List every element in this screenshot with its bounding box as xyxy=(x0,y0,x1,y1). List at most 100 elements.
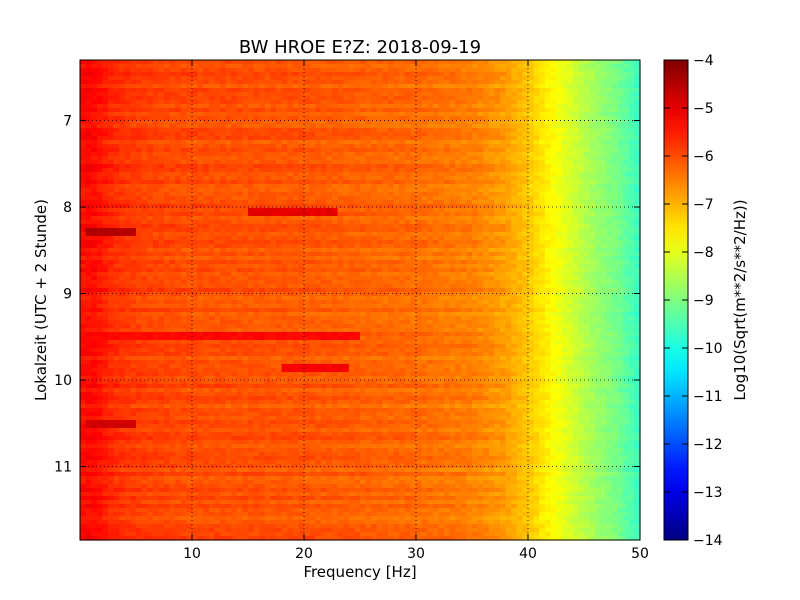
heatmap-cell xyxy=(617,60,624,65)
heatmap-cell xyxy=(287,84,294,89)
heatmap-cell xyxy=(136,172,143,177)
heatmap-cell xyxy=(332,80,339,85)
heatmap-cell xyxy=(253,100,260,105)
heatmap-cell xyxy=(214,112,221,117)
heatmap-cell xyxy=(298,100,305,105)
heatmap-cell xyxy=(606,128,613,133)
heatmap-cell xyxy=(281,76,288,81)
heatmap-cell xyxy=(259,192,266,197)
heatmap-cell xyxy=(522,116,529,121)
heatmap-cell xyxy=(298,92,305,97)
heatmap-cell xyxy=(141,144,148,149)
heatmap-cell xyxy=(281,128,288,133)
heatmap-cell xyxy=(382,204,389,209)
heatmap-cell xyxy=(578,172,585,177)
heatmap-cell xyxy=(152,204,159,209)
heatmap-cell xyxy=(343,176,350,181)
heatmap-cell xyxy=(186,156,193,161)
heatmap-cell xyxy=(80,252,87,257)
heatmap-cell xyxy=(477,132,484,137)
heatmap-cell xyxy=(488,180,495,185)
heatmap-cell xyxy=(539,132,546,137)
heatmap-cell xyxy=(85,180,92,185)
heatmap-cell xyxy=(197,212,204,217)
heatmap-cell xyxy=(410,168,417,173)
heatmap-cell xyxy=(567,184,574,189)
heatmap-cell xyxy=(460,220,467,225)
heatmap-cell xyxy=(270,152,277,157)
heatmap-cell xyxy=(80,248,87,253)
heatmap-cell xyxy=(124,208,131,213)
heatmap-cell xyxy=(455,96,462,101)
heatmap-cell xyxy=(236,236,243,241)
heatmap-cell xyxy=(197,128,204,133)
heatmap-cell xyxy=(169,196,176,201)
heatmap-cell xyxy=(197,192,204,197)
heatmap-cell xyxy=(158,212,165,217)
heatmap-cell xyxy=(567,96,574,101)
heatmap-cell xyxy=(595,144,602,149)
heatmap-cell xyxy=(354,108,361,113)
heatmap-cell xyxy=(124,248,131,253)
heatmap-cell xyxy=(376,228,383,233)
heatmap-cell xyxy=(578,116,585,121)
heatmap-cell xyxy=(455,60,462,65)
heatmap-cell xyxy=(259,212,266,217)
heatmap-cell xyxy=(449,156,456,161)
heatmap-cell xyxy=(270,68,277,73)
heatmap-cell xyxy=(298,256,305,261)
heatmap-cell xyxy=(147,84,154,89)
heatmap-cell xyxy=(365,128,372,133)
heatmap-cell xyxy=(455,128,462,133)
heatmap-cell xyxy=(203,92,210,97)
heatmap-cell xyxy=(483,96,490,101)
heatmap-cell xyxy=(102,184,109,189)
heatmap-cell xyxy=(304,84,311,89)
heatmap-cell xyxy=(388,100,395,105)
heatmap-cell xyxy=(220,208,227,213)
heatmap-cell xyxy=(528,144,535,149)
heatmap-cell xyxy=(332,192,339,197)
heatmap-cell xyxy=(276,72,283,77)
heatmap-cell xyxy=(276,252,283,257)
heatmap-cell xyxy=(567,84,574,89)
heatmap-cell xyxy=(472,208,479,213)
heatmap-cell xyxy=(197,164,204,169)
heatmap-cell xyxy=(505,84,512,89)
heatmap-cell xyxy=(180,76,187,81)
heatmap-cell xyxy=(483,112,490,117)
heatmap-cell xyxy=(304,112,311,117)
heatmap-cell xyxy=(276,128,283,133)
heatmap-cell xyxy=(388,168,395,173)
heatmap-cell xyxy=(337,188,344,193)
heatmap-cell xyxy=(500,88,507,93)
heatmap-cell xyxy=(365,212,372,217)
heatmap-cell xyxy=(416,72,423,77)
heatmap-cell xyxy=(421,252,428,257)
heatmap-cell xyxy=(287,184,294,189)
heatmap-cell xyxy=(85,112,92,117)
heatmap-cell xyxy=(556,120,563,125)
heatmap-cell xyxy=(578,228,585,233)
heatmap-cell xyxy=(371,192,378,197)
heatmap-cell xyxy=(634,120,641,125)
heatmap-cell xyxy=(376,164,383,169)
heatmap-cell xyxy=(236,80,243,85)
heatmap-cell xyxy=(360,188,367,193)
heatmap-cell xyxy=(376,104,383,109)
heatmap-cell xyxy=(208,96,215,101)
heatmap-cell xyxy=(343,108,350,113)
heatmap-cell xyxy=(343,168,350,173)
heatmap-cell xyxy=(600,132,607,137)
heatmap-cell xyxy=(416,128,423,133)
heatmap-cell xyxy=(376,252,383,257)
heatmap-cell xyxy=(130,92,137,97)
heatmap-cell xyxy=(550,84,557,89)
heatmap-cell xyxy=(242,196,249,201)
heatmap-cell xyxy=(102,100,109,105)
heatmap-cell xyxy=(516,240,523,245)
heatmap-cell xyxy=(304,60,311,65)
heatmap-cell xyxy=(281,216,288,221)
heatmap-cell xyxy=(460,72,467,77)
heatmap-cell xyxy=(108,128,115,133)
